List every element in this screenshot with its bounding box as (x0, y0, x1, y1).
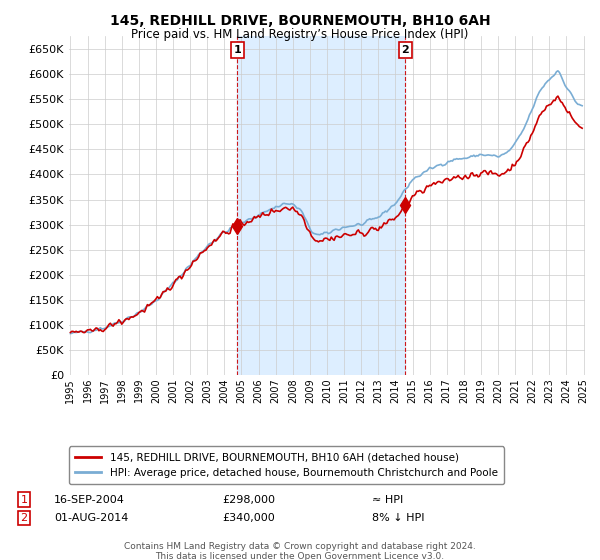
Text: 1: 1 (20, 494, 28, 505)
Text: 1: 1 (233, 45, 241, 55)
Text: ≈ HPI: ≈ HPI (372, 494, 403, 505)
Bar (237, 36, 406, 375)
Text: 16-SEP-2004: 16-SEP-2004 (54, 494, 125, 505)
Text: 01-AUG-2014: 01-AUG-2014 (54, 513, 128, 523)
Text: Price paid vs. HM Land Registry’s House Price Index (HPI): Price paid vs. HM Land Registry’s House … (131, 28, 469, 41)
Text: 145, REDHILL DRIVE, BOURNEMOUTH, BH10 6AH: 145, REDHILL DRIVE, BOURNEMOUTH, BH10 6A… (110, 14, 490, 28)
Legend: 145, REDHILL DRIVE, BOURNEMOUTH, BH10 6AH (detached house), HPI: Average price, : 145, REDHILL DRIVE, BOURNEMOUTH, BH10 6A… (69, 446, 504, 484)
Text: 2: 2 (401, 45, 409, 55)
Text: 8% ↓ HPI: 8% ↓ HPI (372, 513, 425, 523)
Text: £298,000: £298,000 (222, 494, 275, 505)
Text: Contains HM Land Registry data © Crown copyright and database right 2024.
This d: Contains HM Land Registry data © Crown c… (124, 542, 476, 560)
Text: 2: 2 (20, 513, 28, 523)
Text: £340,000: £340,000 (222, 513, 275, 523)
